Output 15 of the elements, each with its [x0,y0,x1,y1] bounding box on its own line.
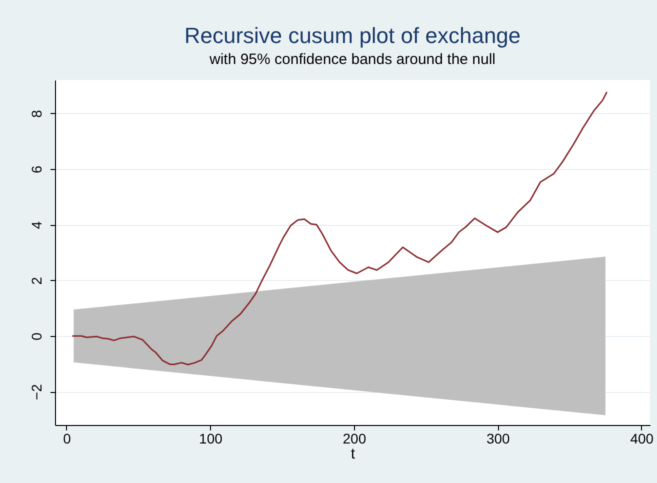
y-tick-label: 6 [28,165,44,174]
chart-subtitle: with 95% confidence bands around the null [208,51,496,68]
y-tick-label: −2 [28,384,44,400]
y-tick-label: 8 [28,110,44,118]
x-tick-label: 100 [199,430,223,446]
x-tick-label: 200 [342,430,366,446]
y-tick-label: 2 [28,276,44,285]
y-tick-label: 4 [28,221,44,230]
x-tick-label: 300 [486,430,510,446]
x-tick-label: 0 [63,430,72,446]
x-axis-title: t [350,446,356,462]
y-tick-label: 0 [28,332,44,340]
x-tick-label: 400 [630,430,654,446]
line-series [71,91,608,366]
chart-title: Recursive cusum plot of exchange [184,23,521,48]
